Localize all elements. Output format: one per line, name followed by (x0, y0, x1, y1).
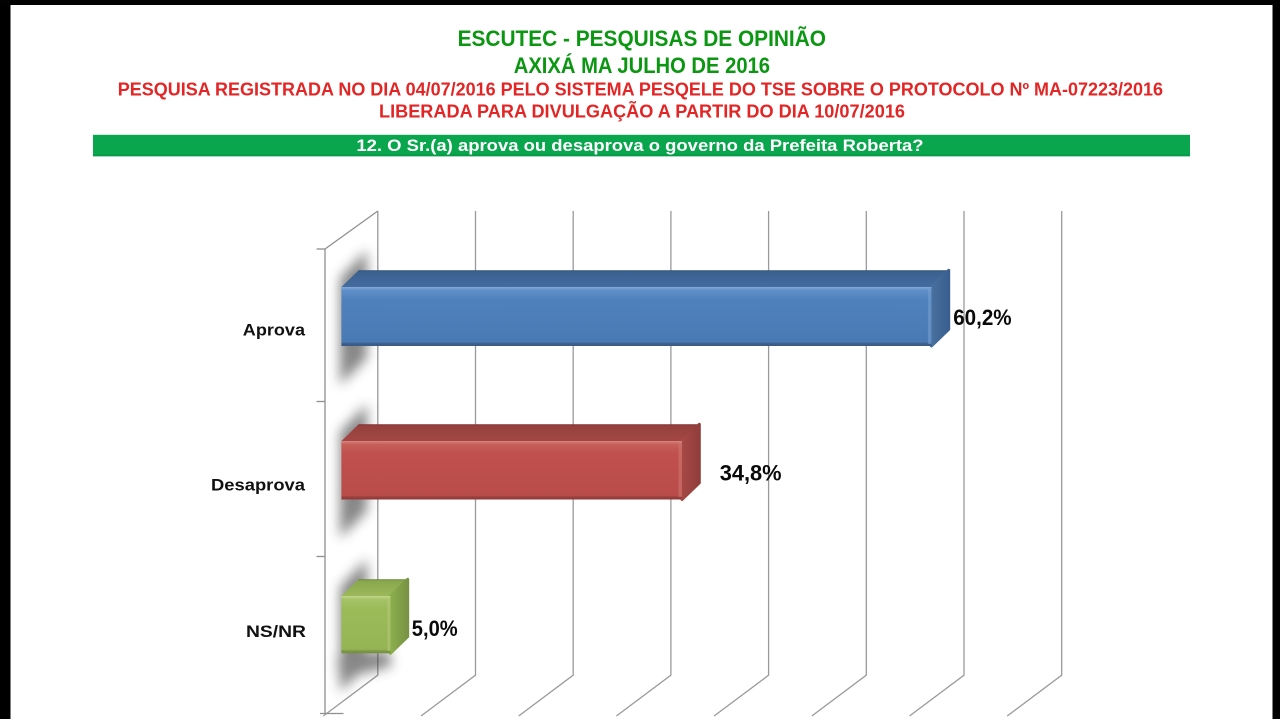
svg-text:60,2%: 60,2% (953, 305, 1011, 330)
svg-text:LIBERADA PARA DIVULGAÇÃO A PAR: LIBERADA PARA DIVULGAÇÃO A PARTIR DO DIA… (379, 100, 905, 121)
svg-text:Aprova: Aprova (243, 321, 306, 340)
svg-text:Desaprova: Desaprova (211, 475, 306, 494)
svg-text:NS/NR: NS/NR (246, 622, 306, 641)
svg-text:PESQUISA REGISTRADA NO DIA 04/: PESQUISA REGISTRADA NO DIA 04/07/2016 PE… (118, 80, 1163, 100)
svg-text:AXIXÁ MA JULHO DE 2016: AXIXÁ MA JULHO DE 2016 (514, 53, 770, 78)
svg-text:12. O Sr.(a) aprova ou desapro: 12. O Sr.(a) aprova ou desaprova o gover… (356, 136, 923, 155)
svg-text:34,8%: 34,8% (720, 460, 782, 485)
svg-text:ESCUTEC - PESQUISAS DE OPINIÃO: ESCUTEC - PESQUISAS DE OPINIÃO (458, 26, 826, 51)
svg-text:5,0%: 5,0% (412, 616, 458, 641)
